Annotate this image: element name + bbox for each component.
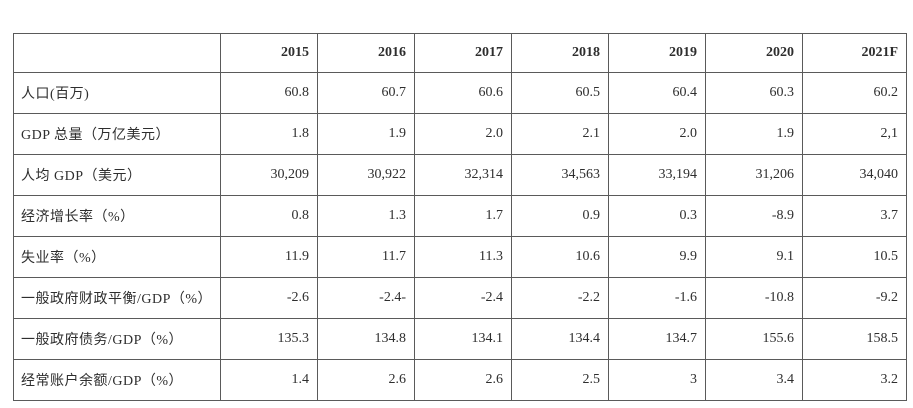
value-cell: 0.3	[608, 195, 706, 237]
value-cell: 11.9	[220, 236, 318, 278]
value-cell: 3.4	[705, 359, 803, 401]
table-row: 失业率（%） 11.9 11.7 11.3 10.6 9.9 9.1 10.5	[13, 236, 907, 278]
value-cell: 34,040	[802, 154, 907, 196]
year-header: 2017	[414, 33, 512, 73]
table-header-row: 2015 2016 2017 2018 2019 2020 2021F	[13, 33, 907, 73]
table-row: 一般政府财政平衡/GDP（%） -2.6 -2.4- -2.4 -2.2 -1.…	[13, 277, 907, 319]
table-row: 一般政府债务/GDP（%） 135.3 134.8 134.1 134.4 13…	[13, 318, 907, 360]
row-label: GDP 总量（万亿美元）	[13, 113, 221, 155]
table-row: 经济增长率（%） 0.8 1.3 1.7 0.9 0.3 -8.9 3.7	[13, 195, 907, 237]
value-cell: 60.5	[511, 72, 609, 114]
value-cell: 134.4	[511, 318, 609, 360]
value-cell: 134.8	[317, 318, 415, 360]
value-cell: 1.9	[317, 113, 415, 155]
value-cell: 2.6	[414, 359, 512, 401]
value-cell: 10.5	[802, 236, 907, 278]
value-cell: 1.4	[220, 359, 318, 401]
value-cell: 60.6	[414, 72, 512, 114]
year-header: 2015	[220, 33, 318, 73]
value-cell: 0.8	[220, 195, 318, 237]
value-cell: 2.6	[317, 359, 415, 401]
value-cell: 34,563	[511, 154, 609, 196]
value-cell: 30,922	[317, 154, 415, 196]
row-label: 经济增长率（%）	[13, 195, 221, 237]
value-cell: 0.9	[511, 195, 609, 237]
row-label: 一般政府债务/GDP（%）	[13, 318, 221, 360]
value-cell: 9.9	[608, 236, 706, 278]
row-label: 失业率（%）	[13, 236, 221, 278]
value-cell: 1.9	[705, 113, 803, 155]
year-header: 2019	[608, 33, 706, 73]
value-cell: -9.2	[802, 277, 907, 319]
value-cell: 3	[608, 359, 706, 401]
value-cell: -2.4	[414, 277, 512, 319]
value-cell: 31,206	[705, 154, 803, 196]
value-cell: 10.6	[511, 236, 609, 278]
value-cell: 32,314	[414, 154, 512, 196]
value-cell: 158.5	[802, 318, 907, 360]
row-label: 经常账户余额/GDP（%）	[13, 359, 221, 401]
value-cell: 2,1	[802, 113, 907, 155]
value-cell: 3.2	[802, 359, 907, 401]
year-header: 2018	[511, 33, 609, 73]
table-row: 人口(百万) 60.8 60.7 60.6 60.5 60.4 60.3 60.…	[13, 72, 907, 114]
value-cell: 9.1	[705, 236, 803, 278]
table-row: 经常账户余额/GDP（%） 1.4 2.6 2.6 2.5 3 3.4 3.2	[13, 359, 907, 401]
value-cell: 2.0	[608, 113, 706, 155]
value-cell: 60.8	[220, 72, 318, 114]
value-cell: -2.4-	[317, 277, 415, 319]
value-cell: 2.0	[414, 113, 512, 155]
value-cell: 1.7	[414, 195, 512, 237]
value-cell: 33,194	[608, 154, 706, 196]
value-cell: 60.7	[317, 72, 415, 114]
value-cell: 134.7	[608, 318, 706, 360]
value-cell: 11.7	[317, 236, 415, 278]
value-cell: -2.6	[220, 277, 318, 319]
value-cell: 134.1	[414, 318, 512, 360]
value-cell: 155.6	[705, 318, 803, 360]
value-cell: 2.5	[511, 359, 609, 401]
year-header: 2020	[705, 33, 803, 73]
row-label: 人均 GDP（美元）	[13, 154, 221, 196]
year-header: 2021F	[802, 33, 907, 73]
value-cell: 2.1	[511, 113, 609, 155]
value-cell: -8.9	[705, 195, 803, 237]
header-corner-cell	[13, 33, 221, 73]
value-cell: -1.6	[608, 277, 706, 319]
table-row: 人均 GDP（美元） 30,209 30,922 32,314 34,563 3…	[13, 154, 907, 196]
year-header: 2016	[317, 33, 415, 73]
value-cell: -10.8	[705, 277, 803, 319]
value-cell: 60.2	[802, 72, 907, 114]
value-cell: 1.8	[220, 113, 318, 155]
value-cell: 30,209	[220, 154, 318, 196]
row-label: 人口(百万)	[13, 72, 221, 114]
value-cell: 60.4	[608, 72, 706, 114]
table-row: GDP 总量（万亿美元） 1.8 1.9 2.0 2.1 2.0 1.9 2,1	[13, 113, 907, 155]
value-cell: 3.7	[802, 195, 907, 237]
value-cell: 60.3	[705, 72, 803, 114]
economic-indicators-table: 2015 2016 2017 2018 2019 2020 2021F 人口(百…	[13, 33, 907, 401]
row-label: 一般政府财政平衡/GDP（%）	[13, 277, 221, 319]
value-cell: 11.3	[414, 236, 512, 278]
value-cell: 135.3	[220, 318, 318, 360]
value-cell: -2.2	[511, 277, 609, 319]
value-cell: 1.3	[317, 195, 415, 237]
